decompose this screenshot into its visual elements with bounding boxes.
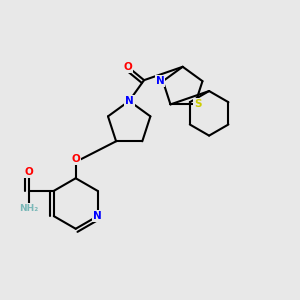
- Text: O: O: [24, 167, 33, 176]
- Text: N: N: [93, 211, 102, 221]
- Text: N: N: [156, 76, 164, 86]
- Text: NH₂: NH₂: [19, 204, 38, 213]
- Text: N: N: [125, 96, 134, 106]
- Text: O: O: [71, 154, 80, 164]
- Text: S: S: [194, 99, 202, 110]
- Text: O: O: [123, 62, 132, 72]
